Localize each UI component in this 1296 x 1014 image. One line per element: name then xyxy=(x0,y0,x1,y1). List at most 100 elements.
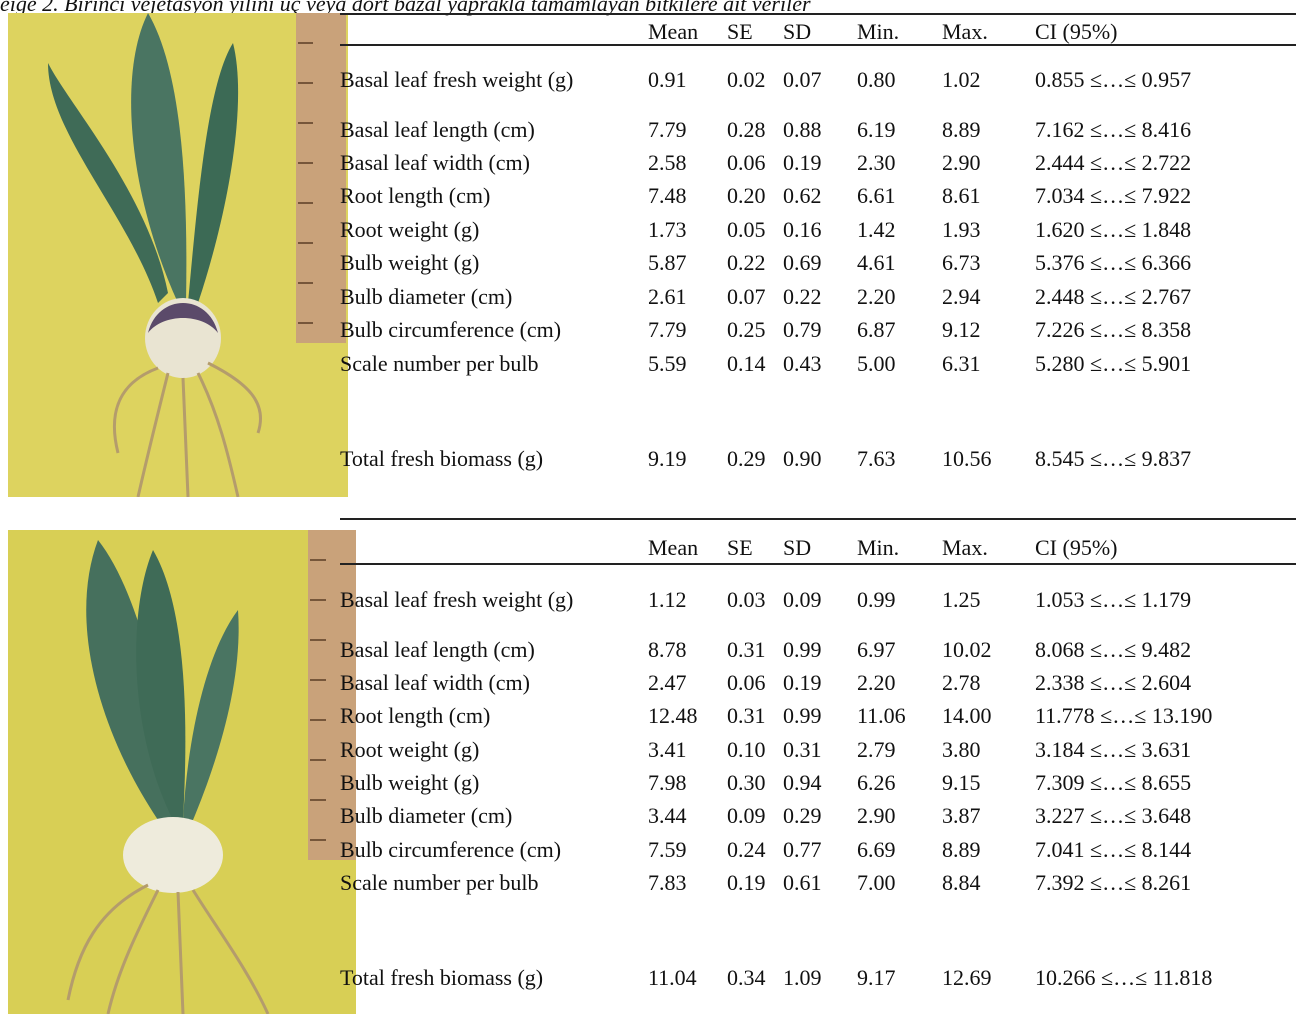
cell-value: 0.02 xyxy=(727,67,766,92)
cell-value: 0.34 xyxy=(727,965,766,990)
plant-photo xyxy=(8,13,348,497)
cell-value: 0.62 xyxy=(783,183,822,208)
cell-value: 12.69 xyxy=(942,965,992,990)
row-label: Bulb circumference (cm) xyxy=(340,837,562,862)
cell-value: 9.12 xyxy=(942,317,981,342)
cell-value: 3.184 ≤…≤ 3.631 xyxy=(1035,737,1192,762)
cell-value: 0.14 xyxy=(727,351,766,376)
cell-value: 7.162 ≤…≤ 8.416 xyxy=(1035,117,1192,142)
cell-value: 8.068 ≤…≤ 9.482 xyxy=(1035,637,1192,662)
cell-value: 0.19 xyxy=(727,870,766,895)
cell-value: 0.07 xyxy=(727,284,766,309)
cell-value: 7.83 xyxy=(648,870,687,895)
cell-value: 0.99 xyxy=(783,703,822,728)
row-label: Scale number per bulb xyxy=(340,870,539,895)
row-label: Basal leaf width (cm) xyxy=(340,670,530,695)
cell-value: 7.034 ≤…≤ 7.922 xyxy=(1035,183,1192,208)
cell-value: 4.61 xyxy=(857,250,896,275)
cell-value: 2.30 xyxy=(857,150,896,175)
table-top-rule xyxy=(340,13,1296,15)
row-label: Root weight (g) xyxy=(340,217,480,242)
cell-value: 7.79 xyxy=(648,317,687,342)
cell-value: 0.99 xyxy=(857,587,896,612)
column-header: SE xyxy=(727,19,753,44)
cell-value: 1.09 xyxy=(783,965,822,990)
column-header: Min. xyxy=(857,19,900,44)
cell-value: 0.29 xyxy=(727,446,766,471)
cell-value: 0.19 xyxy=(783,670,822,695)
cell-value: 2.79 xyxy=(857,737,896,762)
cell-value: 7.226 ≤…≤ 8.358 xyxy=(1035,317,1192,342)
cell-value: 0.77 xyxy=(783,837,822,862)
row-label: Root weight (g) xyxy=(340,737,480,762)
cell-value: 0.07 xyxy=(783,67,822,92)
cell-value: 2.90 xyxy=(857,803,896,828)
column-header: SE xyxy=(727,535,753,560)
cell-value: 6.69 xyxy=(857,837,896,862)
column-header: Max. xyxy=(942,19,988,44)
cell-value: 6.19 xyxy=(857,117,896,142)
cell-value: 5.59 xyxy=(648,351,687,376)
cell-value: 2.94 xyxy=(942,284,981,309)
cell-value: 10.02 xyxy=(942,637,992,662)
cell-value: 0.29 xyxy=(783,803,822,828)
cell-value: 2.58 xyxy=(648,150,687,175)
cell-value: 1.02 xyxy=(942,67,981,92)
cell-value: 7.00 xyxy=(857,870,896,895)
row-label: Bulb circumference (cm) xyxy=(340,317,562,342)
column-header: SD xyxy=(783,19,812,44)
cell-value: 0.90 xyxy=(783,446,822,471)
cell-value: 7.79 xyxy=(648,117,687,142)
cell-value: 0.09 xyxy=(727,803,766,828)
cell-value: 0.31 xyxy=(783,737,822,762)
cell-value: 10.266 ≤…≤ 11.818 xyxy=(1035,965,1213,990)
cell-value: 1.93 xyxy=(942,217,981,242)
cell-value: 6.97 xyxy=(857,637,896,662)
column-header: Mean xyxy=(648,535,699,560)
cell-value: 0.24 xyxy=(727,837,766,862)
cell-value: 12.48 xyxy=(648,703,698,728)
cell-value: 8.84 xyxy=(942,870,981,895)
cell-value: 3.44 xyxy=(648,803,687,828)
cell-value: 0.05 xyxy=(727,217,766,242)
plant-photo xyxy=(8,530,356,1014)
cell-value: 11.04 xyxy=(648,965,697,990)
cell-value: 3.87 xyxy=(942,803,981,828)
cell-value: 6.31 xyxy=(942,351,981,376)
cell-value: 0.22 xyxy=(783,284,822,309)
row-label: Bulb diameter (cm) xyxy=(340,284,513,309)
cell-value: 0.855 ≤…≤ 0.957 xyxy=(1035,67,1192,92)
cell-value: 1.620 ≤…≤ 1.848 xyxy=(1035,217,1192,242)
cell-value: 6.73 xyxy=(942,250,981,275)
cell-value: 3.80 xyxy=(942,737,981,762)
column-header: CI (95%) xyxy=(1035,19,1118,44)
cell-value: 9.19 xyxy=(648,446,687,471)
header-rule xyxy=(340,44,1296,46)
column-header: Mean xyxy=(648,19,699,44)
cell-value: 8.61 xyxy=(942,183,981,208)
row-label: Bulb weight (g) xyxy=(340,770,480,795)
cell-value: 2.448 ≤…≤ 2.767 xyxy=(1035,284,1192,309)
cell-value: 0.25 xyxy=(727,317,766,342)
cell-value: 11.778 ≤…≤ 13.190 xyxy=(1035,703,1213,728)
cell-value: 0.03 xyxy=(727,587,766,612)
cell-value: 0.10 xyxy=(727,737,766,762)
cell-value: 1.053 ≤…≤ 1.179 xyxy=(1035,587,1192,612)
cell-value: 2.338 ≤…≤ 2.604 xyxy=(1035,670,1192,695)
cell-value: 2.47 xyxy=(648,670,687,695)
cell-value: 0.61 xyxy=(783,870,822,895)
cell-value: 1.73 xyxy=(648,217,687,242)
cell-value: 0.80 xyxy=(857,67,896,92)
cell-value: 0.28 xyxy=(727,117,766,142)
cell-value: 5.376 ≤…≤ 6.366 xyxy=(1035,250,1192,275)
cell-value: 10.56 xyxy=(942,446,992,471)
cell-value: 7.48 xyxy=(648,183,687,208)
header-rule xyxy=(340,563,1296,565)
cell-value: 7.98 xyxy=(648,770,687,795)
row-label: Basal leaf length (cm) xyxy=(340,117,535,142)
column-header: SD xyxy=(783,535,812,560)
cell-value: 2.90 xyxy=(942,150,981,175)
cell-value: 0.91 xyxy=(648,67,687,92)
cell-value: 5.00 xyxy=(857,351,896,376)
cell-value: 0.06 xyxy=(727,150,766,175)
